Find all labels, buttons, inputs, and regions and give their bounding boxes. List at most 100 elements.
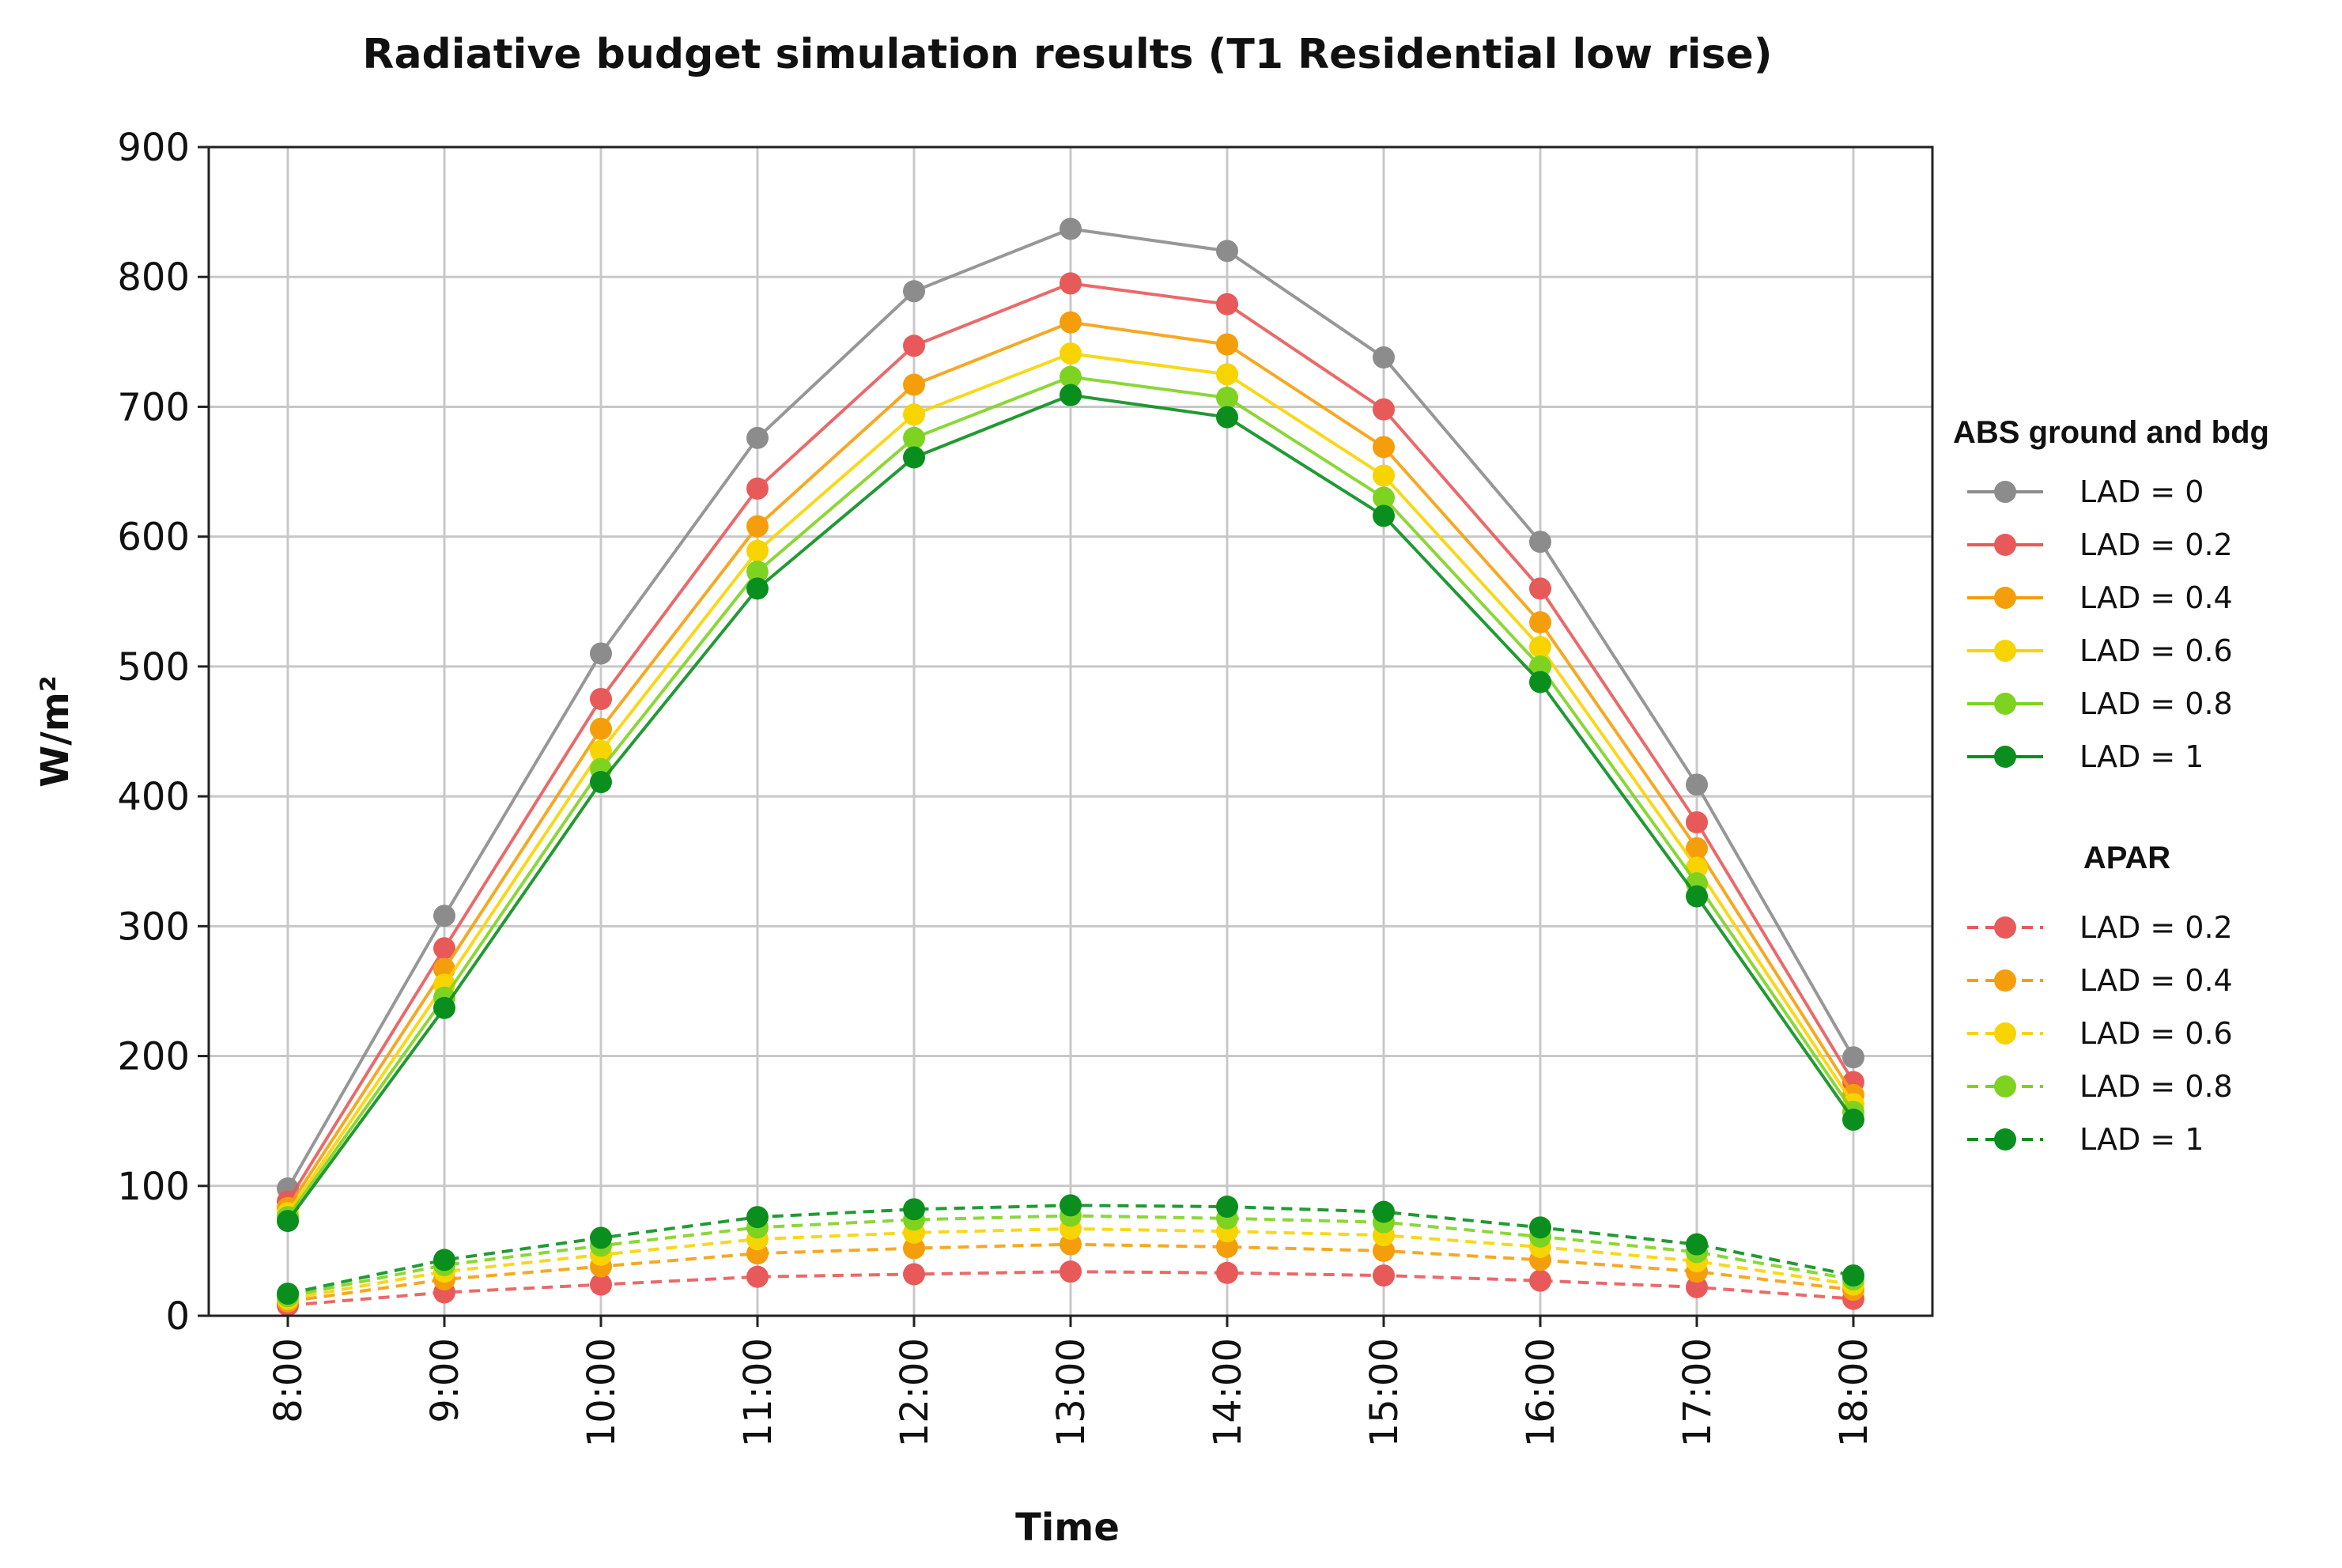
data-point [1529,636,1551,659]
legend-label: LAD = 0.8 [2079,686,2233,721]
data-point [1216,386,1238,409]
data-point [903,373,925,396]
y-tick-label: 200 [117,1035,190,1079]
data-point [1373,436,1395,459]
x-tick-label: 10:00 [580,1338,624,1447]
legend-item: LAD = 1 [1967,739,2204,774]
series-abs-5 [277,383,1864,1233]
legend: ABS ground and bdg LAD = 0 LAD = 0.2 LAD = … [1953,415,2269,1157]
data-point [746,1265,769,1288]
legend-label: LAD = 0.2 [2079,527,2233,562]
data-point [1216,1235,1238,1258]
data-point [1529,655,1551,678]
legend-label: LAD = 0.6 [2079,633,2233,668]
y-tick-label: 500 [117,645,190,690]
data-point [1060,1194,1082,1217]
legend-label: LAD = 0.4 [2079,963,2233,998]
data-point [1529,1269,1551,1292]
data-point [590,1273,612,1296]
legend-item: LAD = 1 [1967,1122,2204,1157]
y-tick-label: 100 [117,1165,190,1209]
legend-swatch-marker [1994,1022,2016,1045]
data-point [590,739,612,762]
data-point [1216,1196,1238,1219]
chart-title: Radiative budget simulation results (T1 … [362,31,1772,78]
data-point [1373,398,1395,421]
data-point [1686,1233,1708,1256]
x-tick-label: 18:00 [1832,1338,1876,1447]
x-tick-label: 13:00 [1049,1338,1094,1447]
legend-swatch-marker [1994,1128,2016,1150]
data-point [746,561,769,584]
data-point [1216,240,1238,263]
x-tick-label: 12:00 [893,1338,937,1447]
y-axis-label: W/m² [33,675,77,788]
y-tick-label: 300 [117,905,190,949]
data-point [1686,837,1708,860]
data-point [1216,1261,1238,1284]
data-point [1686,1275,1708,1298]
data-point [1842,1109,1864,1132]
data-point [433,1249,455,1271]
legend-swatch-marker [1994,534,2016,556]
x-axis-label: Time [1015,1506,1120,1550]
data-point [277,1283,299,1305]
data-point [1373,1239,1395,1262]
y-tick-label: 800 [117,255,190,300]
legend-swatch-marker [1994,746,2016,768]
data-point [1686,885,1708,908]
data-point [590,1226,612,1249]
x-axis: 8:00 9:00 10:00 11:00 12:00 13:00 14:00 15:00 16… [266,1316,1876,1447]
series-abs-2 [277,311,1864,1219]
data-point [1373,486,1395,509]
data-point [590,717,612,740]
data-point [433,905,455,928]
legend-swatch-marker [1994,640,2016,662]
y-tick-label: 700 [117,385,190,429]
x-tick-label: 9:00 [423,1338,467,1423]
legend-label: LAD = 1 [2079,1122,2204,1157]
y-tick-label: 900 [117,126,190,170]
data-point [746,577,769,600]
legend-label: LAD = 0.6 [2079,1016,2233,1051]
data-point [277,1210,299,1233]
data-point [1060,217,1082,240]
data-point [1529,671,1551,693]
data-point [903,1263,925,1286]
data-point [1060,1260,1082,1283]
data-point [1373,1200,1395,1223]
data-point [903,426,925,449]
data-point [1686,773,1708,796]
y-tick-label: 600 [117,516,190,560]
series-layer [277,217,1864,1317]
legend-item: LAD = 0.4 [1967,580,2233,615]
data-point [746,515,769,538]
data-point [1060,311,1082,334]
data-point [1216,406,1238,429]
data-point [1842,1264,1864,1287]
legend-item: LAD = 0.8 [1967,686,2233,721]
data-point [903,334,925,357]
legend-item: LAD = 0 [1967,474,2204,509]
legend-item: LAD = 0.4 [1967,963,2233,998]
legend-label: LAD = 1 [2079,739,2204,774]
data-point [1060,365,1082,388]
series-apar-4 [277,1194,1864,1305]
data-point [1373,504,1395,527]
data-point [590,642,612,665]
data-point [1686,810,1708,833]
x-tick-label: 17:00 [1675,1338,1720,1447]
data-point [590,771,612,794]
data-point [1842,1046,1864,1069]
data-point [1216,293,1238,315]
legend-item: LAD = 0.6 [1967,1016,2233,1051]
x-tick-label: 16:00 [1519,1338,1563,1447]
data-point [903,1237,925,1260]
legend-title: ABS ground and bdg [1953,415,2269,450]
data-point [746,539,769,562]
data-point [903,280,925,303]
data-point [746,426,769,449]
data-point [903,403,925,426]
legend-label: LAD = 0.4 [2079,580,2233,615]
